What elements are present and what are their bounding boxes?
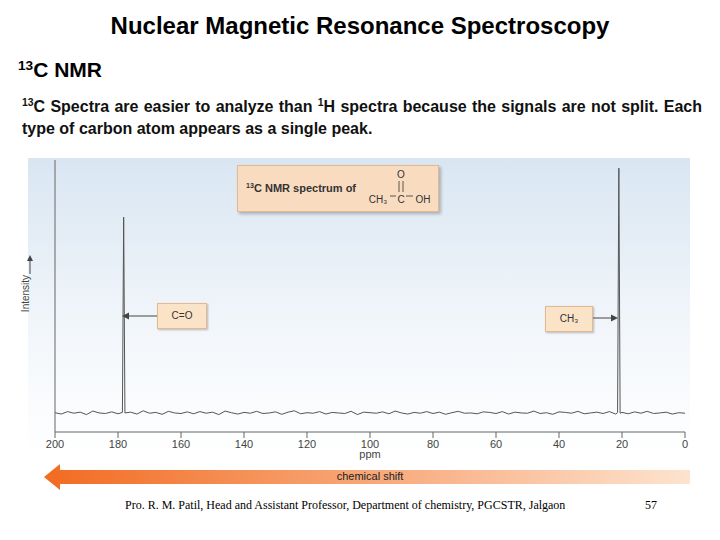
html-text:Intensity: Intensity [19, 274, 31, 313]
svg-text:C: C [397, 194, 404, 205]
svg-text:80: 80 [427, 438, 439, 450]
html-text:13C NMR spectrum of: 13C NMR spectrum of [246, 182, 356, 194]
svg-text:O: O [397, 169, 405, 180]
svg-text:0: 0 [682, 438, 688, 450]
svg-text:200: 200 [46, 438, 64, 450]
html-text:57: 57 [645, 498, 657, 512]
html-text:C=O: C=O [171, 310, 193, 321]
html-text:13C Spectra are easier to anal: 13C Spectra are easier to analyze than1H… [22, 97, 702, 137]
svg-text:CH₃: CH₃ [369, 194, 388, 205]
svg-text:180: 180 [109, 438, 127, 450]
svg-text:60: 60 [490, 438, 502, 450]
html-text:ppm: ppm [359, 448, 381, 460]
html-text:13C NMR: 13C NMR [18, 57, 102, 81]
svg-text:100: 100 [360, 437, 380, 450]
svg-text:120: 120 [298, 438, 316, 450]
svg-text:40: 40 [553, 438, 565, 450]
html-text:CH₃: CH₃ [559, 313, 579, 324]
svg-text:OH: OH [416, 194, 431, 205]
html-text:Pro. R. M. Patil, Head and Ass: Pro. R. M. Patil, Head and Assistant Pro… [125, 498, 566, 512]
svg-text:20: 20 [616, 438, 628, 450]
svg-text:140: 140 [235, 438, 253, 450]
svg-text:160: 160 [172, 438, 190, 450]
html-text:Nuclear Magnetic Resonance Spe: Nuclear Magnetic Resonance Spectroscopy [110, 12, 610, 39]
html-text:chemical shift: chemical shift [336, 470, 404, 482]
